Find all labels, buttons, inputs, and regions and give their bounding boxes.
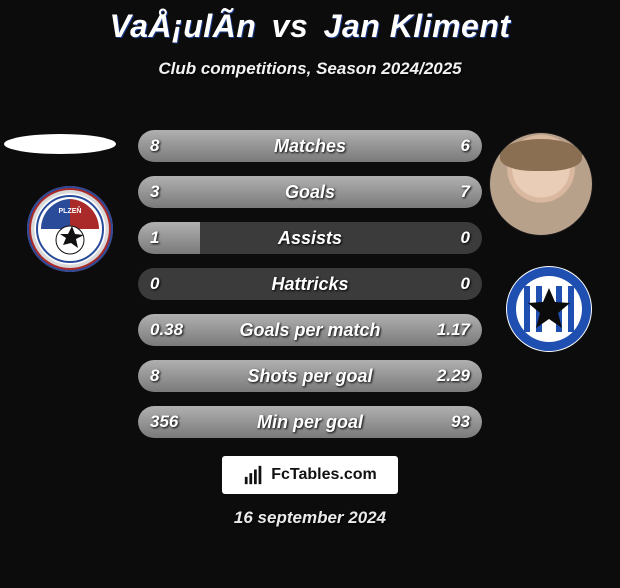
stat-value-right: 93 [439,406,482,438]
stat-row: 0Hattricks0 [138,268,482,300]
stat-row: 1Assists0 [138,222,482,254]
stat-value-right: 6 [449,130,482,162]
stat-row: 356Min per goal93 [138,406,482,438]
stats-rows: 8Matches63Goals71Assists00Hattricks00.38… [138,130,482,452]
page-title: VaÅ¡ulÃ­n vs Jan Kliment [0,8,620,45]
club-badge-left: PLZEŇ [27,186,113,272]
sigma-olomouc-icon: SK SIGMA OLOMOUC [506,266,592,352]
brand-badge: FcTables.com [222,456,398,494]
date-text: 16 september 2024 [0,508,620,528]
stat-label: Hattricks [138,268,482,300]
stat-value-right: 7 [449,176,482,208]
stat-value-right: 2.29 [425,360,482,392]
stat-label: Goals [138,176,482,208]
title-player-2: Jan Kliment [324,8,511,44]
stat-row: 8Shots per goal2.29 [138,360,482,392]
stat-label: Matches [138,130,482,162]
stat-value-right: 0 [449,268,482,300]
player-2-avatar [490,133,592,235]
stat-label: Min per goal [138,406,482,438]
stat-value-right: 1.17 [425,314,482,346]
stat-value-right: 0 [449,222,482,254]
stat-row: 3Goals7 [138,176,482,208]
chart-icon [243,464,265,486]
player-1-avatar [4,134,116,154]
title-vs: vs [272,8,309,44]
club-badge-right: SK SIGMA OLOMOUC [506,266,592,352]
title-player-1: VaÅ¡ulÃ­n [109,8,256,44]
stat-row: 0.38Goals per match1.17 [138,314,482,346]
viktoria-plzen-icon: PLZEŇ [35,194,105,264]
stat-label: Assists [138,222,482,254]
subtitle: Club competitions, Season 2024/2025 [0,59,620,79]
stat-row: 8Matches6 [138,130,482,162]
svg-text:PLZEŇ: PLZEŇ [59,206,82,215]
brand-text: FcTables.com [271,466,377,484]
